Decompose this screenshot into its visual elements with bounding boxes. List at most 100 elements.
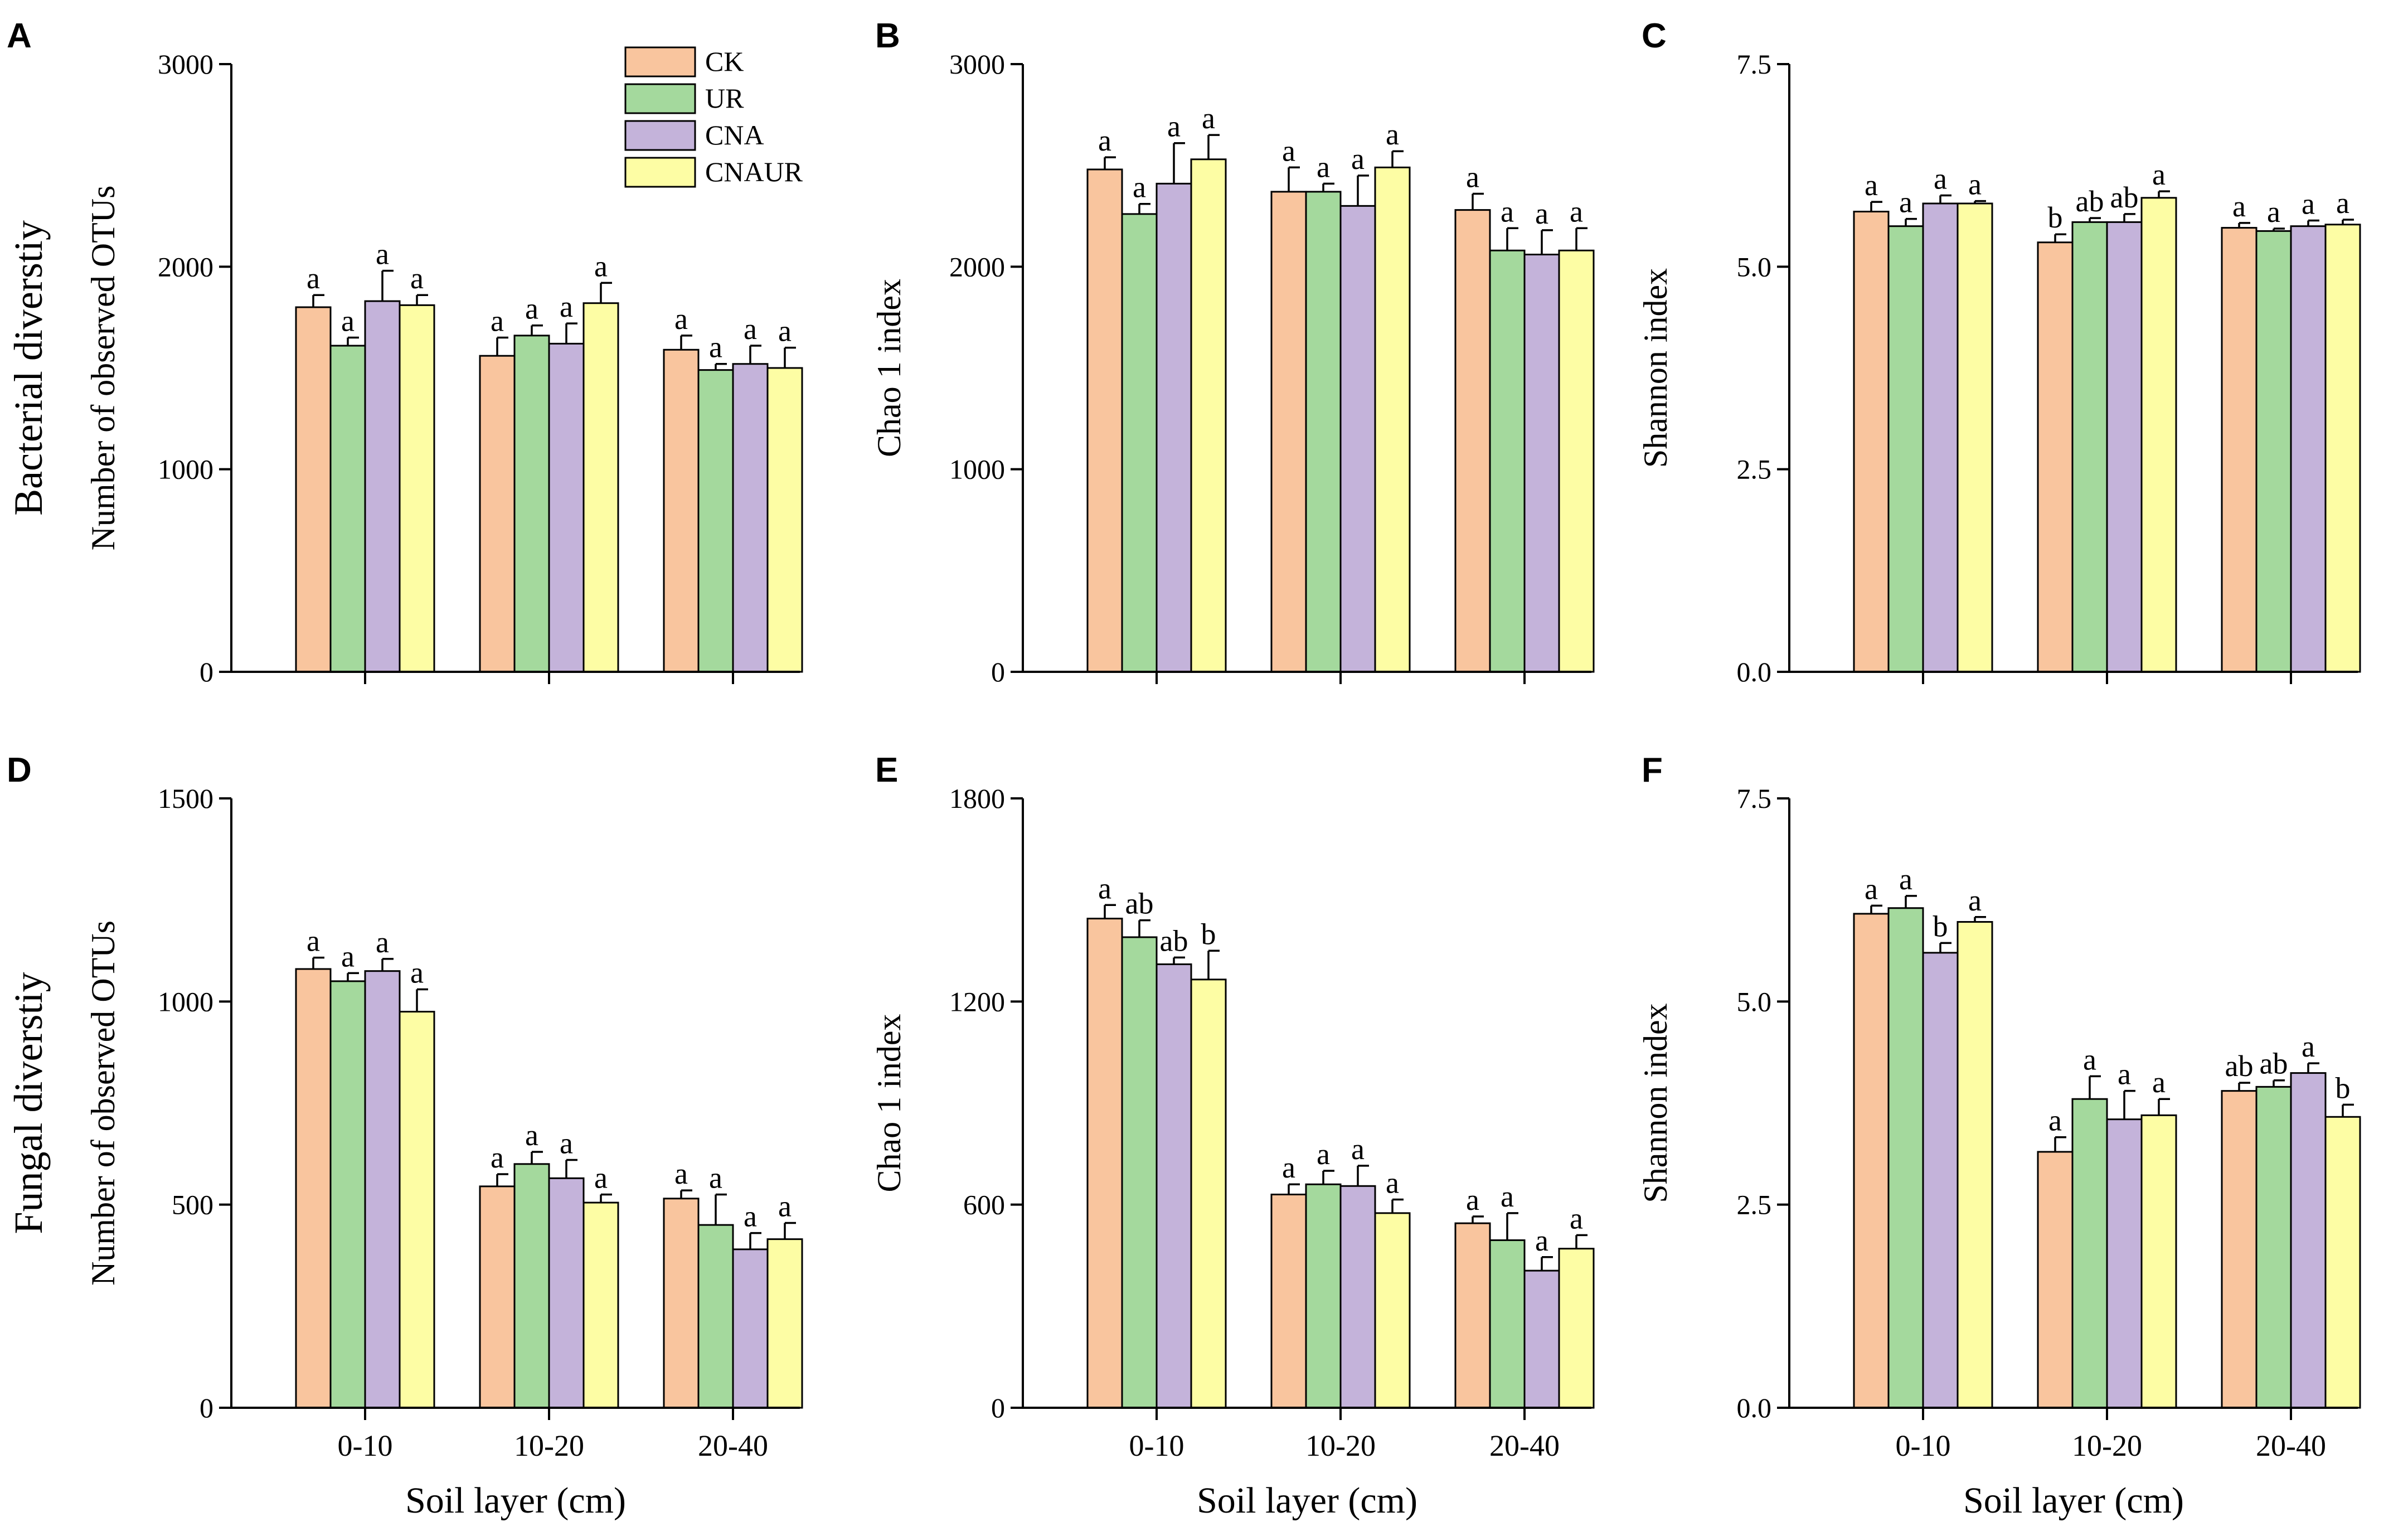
significance-label: a: [1865, 168, 1878, 202]
panel-letter: D: [7, 751, 32, 789]
significance-label: a: [744, 1200, 757, 1233]
y-tick-label: 3000: [158, 49, 213, 80]
significance-label: a: [1351, 142, 1365, 176]
y-tick-label: 7.5: [1737, 783, 1772, 814]
significance-label: a: [1934, 162, 1947, 195]
y-tick-label: 1500: [158, 783, 213, 814]
legend-swatch: [624, 157, 696, 188]
significance-label: a: [410, 261, 424, 295]
panel-letter: B: [875, 17, 900, 55]
bar: [2255, 230, 2292, 673]
bar: [2324, 1116, 2361, 1409]
significance-label: a: [1282, 134, 1295, 167]
row-label: Bacterial diverstiy: [6, 220, 51, 516]
bar: [1454, 209, 1491, 673]
y-tick-label: 1000: [158, 454, 213, 485]
y-tick-label: 0: [200, 1392, 213, 1423]
bar: [1454, 1222, 1491, 1409]
significance-label: a: [1386, 118, 1399, 151]
bar: [1887, 907, 1924, 1409]
x-tick-label: 0-10: [1896, 1429, 1951, 1462]
y-tick-label: 0: [991, 656, 1005, 687]
significance-label: ab: [1125, 887, 1154, 920]
series-ck: aaa: [1086, 871, 1491, 1409]
legend-label: CK: [705, 46, 744, 77]
significance-label: a: [744, 312, 757, 346]
significance-label: a: [341, 304, 355, 338]
y-tick-label: 0: [200, 656, 213, 687]
y-tick-label: 1000: [949, 454, 1005, 485]
bar: [1957, 921, 1993, 1409]
bar: [2037, 241, 2074, 673]
series-ck: a a a: [1086, 124, 1491, 673]
significance-label: a: [491, 1141, 504, 1174]
significance-label: a: [491, 304, 504, 338]
bar: [2255, 1086, 2292, 1409]
bar: [295, 306, 332, 673]
panel-letter: F: [1642, 751, 1663, 789]
bar: [329, 980, 366, 1409]
significance-label: a: [307, 261, 320, 295]
significance-label: a: [2302, 1030, 2315, 1063]
significance-label: a: [778, 1189, 792, 1223]
bar: [295, 968, 332, 1409]
y-tick-label: 0.0: [1737, 656, 1772, 687]
significance-label: a: [1899, 186, 1912, 219]
series-cna: aaa: [1156, 110, 1560, 673]
y-axis-label: Shannon index: [1637, 268, 1674, 468]
legend-label: UR: [705, 83, 744, 114]
bar: [479, 355, 516, 673]
bar: [732, 1248, 769, 1409]
significance-label: b: [2336, 1071, 2351, 1104]
y-tick-label: 2.5: [1737, 1189, 1772, 1220]
significance-label: a: [1351, 1132, 1365, 1166]
series-cna: baa: [1922, 909, 2327, 1409]
y-tick-label: 0.0: [1737, 1392, 1772, 1423]
y-tick-label: 2000: [949, 251, 1005, 282]
bar: [513, 1163, 550, 1409]
x-tick-label: 10-20: [514, 1429, 584, 1462]
significance-label: a: [525, 1118, 538, 1152]
y-axis-label: Chao 1 index: [871, 279, 907, 457]
legend: CK UR CNA CNAUR: [624, 46, 803, 188]
legend-swatch: [624, 46, 696, 77]
bar: [1086, 918, 1123, 1409]
significance-label: a: [1133, 171, 1146, 204]
series-cnaur: baa: [1190, 917, 1595, 1409]
bar: [663, 348, 700, 673]
significance-label: a: [2083, 1043, 2096, 1076]
series-cnaur: aa b: [1957, 884, 2361, 1409]
series-ck: ab a: [1853, 168, 2258, 673]
x-axis-label: Soil layer (cm): [1963, 1480, 2184, 1521]
significance-label: a: [410, 956, 424, 989]
significance-label: a: [1466, 1183, 1479, 1217]
bar: [1489, 1239, 1526, 1409]
bar: [1558, 1248, 1595, 1409]
bar: [766, 367, 803, 673]
bar: [2290, 225, 2327, 673]
bar: [697, 369, 734, 673]
significance-label: a: [341, 939, 355, 973]
bar: [2290, 1072, 2327, 1409]
significance-label: a: [2048, 1104, 2062, 1137]
significance-label: a: [1899, 863, 1912, 896]
significance-label: a: [525, 292, 538, 326]
significance-label: a: [2336, 186, 2349, 220]
bar: [399, 1011, 435, 1409]
bar: [1339, 205, 1376, 673]
significance-label: a: [2152, 1065, 2166, 1099]
bar: [1957, 202, 1993, 673]
significance-label: a: [2152, 158, 2166, 191]
bar: [1305, 191, 1342, 673]
bar: [1121, 213, 1158, 673]
significance-label: a: [674, 302, 688, 336]
y-axis-label: Shannon index: [1637, 1003, 1674, 1203]
bar: [2324, 224, 2361, 673]
significance-label: a: [307, 924, 320, 958]
